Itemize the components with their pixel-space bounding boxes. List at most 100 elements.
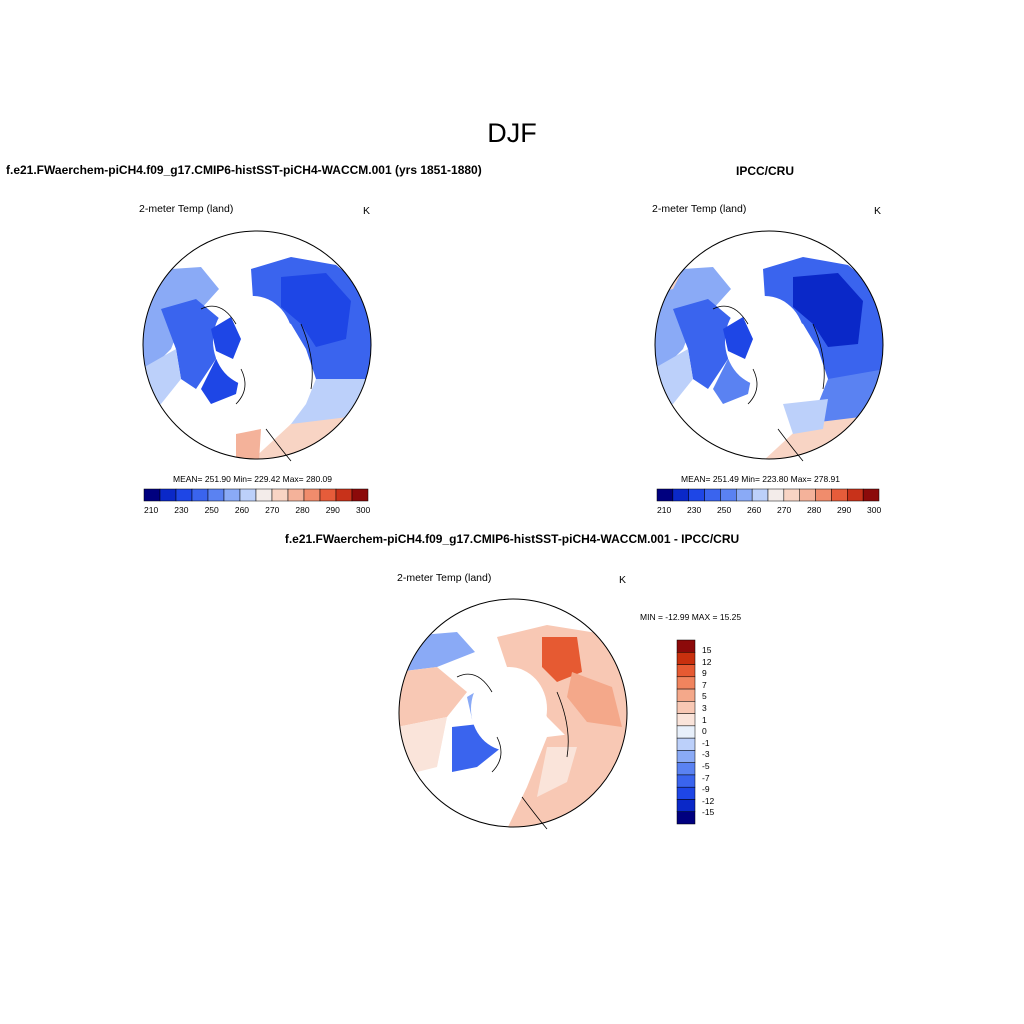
colorbar-swatch bbox=[676, 774, 696, 788]
colorbar-tick-label: 290 bbox=[325, 505, 340, 515]
colorbar-swatch bbox=[239, 488, 257, 502]
canada-diff bbox=[399, 667, 467, 727]
colorbar-swatch bbox=[143, 488, 161, 502]
panel-tl-case-title: f.e21.FWaerchem-piCH4.f09_g17.CMIP6-hist… bbox=[6, 163, 482, 177]
coastline bbox=[200, 305, 313, 462]
colorbar-tick-label: 15 bbox=[702, 645, 712, 655]
colorbar-model bbox=[143, 488, 369, 502]
colorbar-swatch bbox=[862, 488, 880, 502]
colorbar-tick-label: 290 bbox=[837, 505, 852, 515]
siberia-warm bbox=[567, 672, 622, 727]
colorbar-tick-label: 9 bbox=[702, 668, 707, 679]
colorbar-tick-label: 270 bbox=[265, 505, 280, 515]
colorbar-swatch bbox=[676, 713, 696, 727]
colorbar-swatch bbox=[676, 639, 696, 653]
colorbar-swatch bbox=[656, 488, 674, 502]
colorbar-difference bbox=[676, 639, 696, 825]
colorbar-swatch bbox=[351, 488, 369, 502]
colorbar-swatch bbox=[159, 488, 177, 502]
colorbar-tick-label: 3 bbox=[702, 703, 707, 713]
colorbar-tick-label: 5 bbox=[702, 691, 707, 702]
panel-tr-case-title: IPCC/CRU bbox=[736, 164, 795, 178]
colorbar-swatch bbox=[175, 488, 193, 502]
colorbar-swatch bbox=[676, 725, 696, 739]
colorbar-swatch bbox=[287, 488, 305, 502]
europe-light bbox=[537, 747, 577, 797]
colorbar-swatch bbox=[676, 762, 696, 776]
greenland bbox=[723, 317, 753, 359]
colorbar-swatch bbox=[672, 488, 689, 502]
siberia-hot bbox=[542, 637, 582, 682]
greenland bbox=[211, 317, 241, 359]
colorbar-tick-label: -1 bbox=[702, 737, 710, 748]
colorbar-tick-label: 270 bbox=[777, 505, 792, 515]
colorbar-tick-label: -3 bbox=[702, 749, 710, 760]
colorbar-tick-label: 230 bbox=[174, 505, 189, 515]
coastline bbox=[712, 305, 825, 462]
colorbar-swatch bbox=[751, 488, 769, 502]
canada-cold bbox=[161, 299, 226, 389]
colorbar-swatch bbox=[676, 811, 696, 825]
panel-bottom-units: K bbox=[619, 574, 627, 586]
colorbar-swatch bbox=[799, 488, 816, 502]
colorbar-observed bbox=[656, 488, 880, 502]
colorbar-swatch bbox=[191, 488, 209, 502]
colorbar-tick-label: -7 bbox=[702, 772, 710, 783]
colorbar-tick-label: 280 bbox=[807, 505, 822, 515]
map-model-djf bbox=[142, 230, 372, 462]
colorbar-swatch bbox=[255, 488, 273, 502]
colorbar-tick-label: 300 bbox=[867, 505, 882, 515]
mediterranean bbox=[236, 429, 261, 459]
colorbar-swatch bbox=[319, 488, 337, 502]
colorbar-tick-label: 210 bbox=[657, 505, 672, 515]
colorbar-tick-label: 12 bbox=[702, 656, 712, 667]
map-observed-djf bbox=[654, 230, 884, 462]
colorbar-swatch bbox=[207, 488, 225, 502]
panel-tr-variable: 2-meter Temp (land) bbox=[652, 203, 747, 215]
colorbar-swatch bbox=[688, 488, 705, 502]
colorbar-swatch bbox=[676, 652, 696, 665]
colorbar-tick-label: 300 bbox=[356, 505, 371, 515]
colorbar-swatch bbox=[223, 488, 241, 502]
colorbar-swatch bbox=[676, 701, 696, 714]
panel-tl-variable: 2-meter Temp (land) bbox=[139, 203, 234, 215]
colorbar-tick-label: 250 bbox=[717, 505, 732, 515]
colorbar-tick-label: 260 bbox=[234, 505, 250, 515]
colorbar-swatch bbox=[676, 799, 696, 812]
panel-tl-stats: MEAN= 251.90 Min= 229.42 Max= 280.09 bbox=[173, 474, 333, 484]
colorbar-tick-label: -12 bbox=[702, 795, 715, 806]
colorbar-swatch bbox=[676, 676, 696, 690]
arctic-ocean bbox=[471, 667, 547, 751]
colorbar-swatch bbox=[767, 488, 785, 502]
colorbar-swatch bbox=[676, 750, 696, 763]
colorbar-swatch bbox=[271, 488, 289, 502]
siberia-core bbox=[281, 273, 351, 347]
siberia-core bbox=[793, 273, 863, 347]
panel-tl-units: K bbox=[363, 205, 371, 217]
colorbar-swatch bbox=[676, 688, 696, 702]
panel-bottom-variable: 2-meter Temp (land) bbox=[397, 572, 492, 584]
colorbar-swatch bbox=[704, 488, 721, 502]
colorbar-tick-label: 230 bbox=[687, 505, 702, 515]
colorbar-tick-label: -9 bbox=[702, 784, 710, 795]
panel-tr-units: K bbox=[874, 205, 882, 217]
colorbar-tick-label: 7 bbox=[702, 679, 707, 690]
panel-tr-stats: MEAN= 251.49 Min= 223.80 Max= 278.91 bbox=[681, 474, 841, 484]
colorbar-tick-label: 0 bbox=[702, 726, 707, 737]
panel-bottom-stats: MIN = -12.99 MAX = 15.25 bbox=[640, 612, 742, 622]
arctic-ocean bbox=[213, 296, 293, 386]
colorbar-tick-label: 1 bbox=[702, 714, 707, 725]
colorbar-tick-label: 280 bbox=[295, 505, 310, 515]
colorbar-swatch bbox=[736, 488, 753, 502]
panel-bottom-case-title: f.e21.FWaerchem-piCH4.f09_g17.CMIP6-hist… bbox=[284, 532, 740, 546]
colorbar-swatch bbox=[676, 786, 696, 800]
colorbar-swatch bbox=[676, 664, 696, 678]
colorbar-tick-label: 260 bbox=[747, 505, 762, 515]
figure-title: DJF bbox=[487, 118, 537, 148]
canada-cold bbox=[673, 299, 738, 389]
colorbar-swatch bbox=[303, 488, 321, 502]
coastline bbox=[456, 673, 569, 830]
colorbar-tick-label: 210 bbox=[144, 505, 159, 515]
colorbar-swatch bbox=[783, 488, 800, 502]
colorbar-tick-label: -15 bbox=[702, 807, 715, 818]
